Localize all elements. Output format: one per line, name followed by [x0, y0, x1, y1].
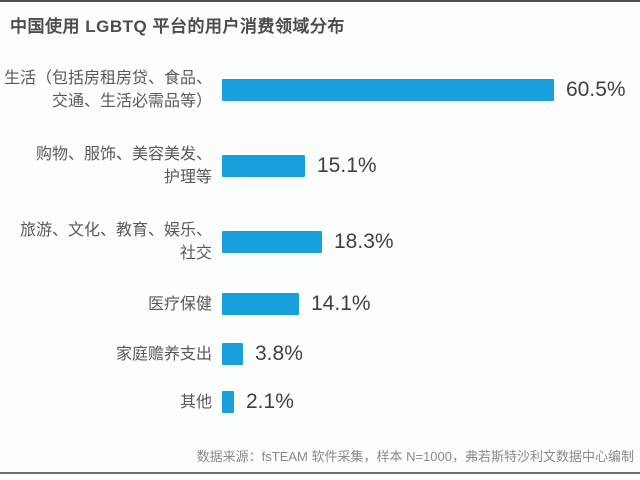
category-label: 旅游、文化、教育、娱乐、 社交: [0, 219, 212, 265]
category-label-line: 旅游、文化、教育、娱乐、: [19, 222, 212, 239]
top-divider: [0, 0, 640, 2]
value-label: 2.1%: [246, 390, 294, 413]
category-label-line: 生活（包括房租房贷、食品、: [3, 70, 212, 87]
bar: [222, 391, 234, 413]
category-label-line: 其他: [179, 393, 212, 411]
value-label: 60.5%: [566, 78, 626, 101]
bar-chart: 生活（包括房租房贷、食品、 交通、生活必需品等） 60.5% 购物、服饰、美容美…: [0, 56, 640, 428]
bar: [222, 79, 554, 101]
category-label-line: 护理等: [163, 169, 212, 186]
value-label: 18.3%: [334, 230, 394, 253]
bar-zone: 15.1%: [222, 154, 377, 178]
chart-row: 其他 2.1%: [0, 376, 640, 428]
value-label: 14.1%: [311, 292, 371, 315]
category-label-line: 医疗保健: [147, 295, 212, 313]
category-label-line: 社交: [179, 245, 212, 262]
chart-title: 中国使用 LGBTQ 平台的用户消费领域分布: [10, 17, 345, 36]
category-label-line: 家庭赡养支出: [115, 345, 212, 363]
bar: [222, 155, 305, 177]
category-label: 购物、服饰、美容美发、 护理等: [0, 143, 212, 189]
bar-zone: 18.3%: [222, 230, 394, 254]
chart-row: 家庭赡养支出 3.8%: [0, 332, 640, 376]
chart-row: 医疗保健 14.1%: [0, 276, 640, 332]
bottom-divider: [0, 472, 640, 474]
bar: [222, 293, 299, 315]
chart-row: 生活（包括房租房贷、食品、 交通、生活必需品等） 60.5%: [0, 56, 640, 124]
chart-row: 购物、服饰、美容美发、 护理等 15.1%: [0, 124, 640, 208]
category-label: 家庭赡养支出: [0, 343, 212, 366]
bar-zone: 60.5%: [222, 78, 626, 102]
bar-zone: 14.1%: [222, 292, 371, 316]
data-source-note: 数据来源：fsTEAM 软件采集，样本 N=1000，弗若斯特沙利文数据中心编制: [196, 449, 634, 464]
category-label: 生活（包括房租房贷、食品、 交通、生活必需品等）: [0, 67, 212, 113]
category-label: 其他: [0, 391, 212, 414]
bar: [222, 343, 243, 365]
value-label: 15.1%: [317, 154, 377, 177]
value-label: 3.8%: [255, 342, 303, 365]
category-label-line: 交通、生活必需品等）: [51, 93, 212, 110]
bar: [222, 231, 322, 253]
category-label: 医疗保健: [0, 293, 212, 316]
bar-zone: 3.8%: [222, 342, 303, 366]
bar-zone: 2.1%: [222, 390, 294, 414]
chart-row: 旅游、文化、教育、娱乐、 社交 18.3%: [0, 208, 640, 276]
category-label-line: 购物、服饰、美容美发、: [35, 146, 212, 163]
